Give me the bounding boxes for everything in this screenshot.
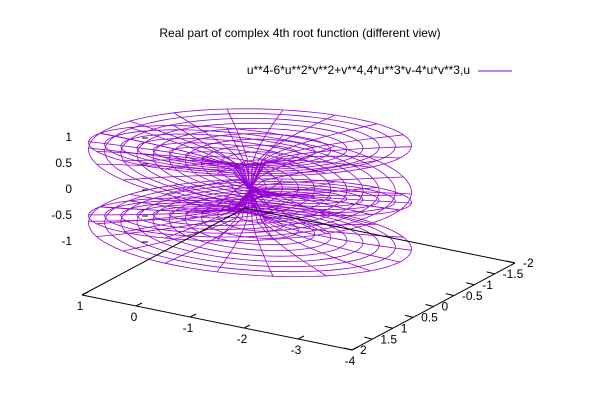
- x-tick: [466, 282, 475, 286]
- x-tick: [486, 271, 495, 275]
- x-tick: [364, 336, 373, 340]
- mesh-line: [88, 189, 251, 216]
- mesh-line: [249, 189, 327, 234]
- y-tick: [297, 335, 305, 340]
- x-tick-label: 0.5: [421, 311, 438, 325]
- mesh-line: [249, 162, 327, 191]
- x-tick: [445, 293, 454, 297]
- mesh-line: [88, 141, 251, 191]
- x-tick-label: -1: [482, 278, 493, 292]
- chart-title: Real part of complex 4th root function (…: [159, 26, 440, 40]
- legend-label: u**4-6*u**2*v**2+v**4,4*u**3*v-4*u*v**3,…: [247, 63, 470, 77]
- mesh-line: [226, 179, 251, 202]
- x-tick: [425, 304, 434, 307]
- y-tick-label: -2: [237, 332, 248, 346]
- mesh-line: [249, 189, 404, 238]
- y-tick-label: -4: [345, 354, 356, 368]
- x-tick: [343, 347, 353, 351]
- mesh-line: [249, 189, 371, 224]
- x-tick-label: 2: [360, 343, 367, 357]
- mesh-line: [249, 189, 378, 226]
- mesh-line: [173, 189, 251, 213]
- mesh-line: [249, 189, 412, 251]
- mesh-line: [249, 146, 412, 191]
- mesh-line: [99, 132, 251, 191]
- mesh-line: [99, 189, 251, 212]
- mesh-line: [249, 189, 274, 277]
- y-tick-label: -3: [291, 343, 302, 357]
- mesh-line: [226, 108, 251, 191]
- mesh-line: [249, 181, 336, 198]
- mesh-line: [164, 179, 251, 195]
- mesh-line: [96, 189, 251, 237]
- mesh-line: [88, 189, 251, 222]
- mesh-line: [249, 189, 371, 215]
- y-tick-label: 0: [131, 310, 138, 324]
- mesh-line: [249, 189, 371, 272]
- mesh-line: [122, 189, 251, 252]
- x-tick-label: 1: [401, 321, 408, 335]
- y-tick: [135, 302, 143, 307]
- x-tick-label: 1.5: [380, 332, 397, 346]
- mesh-line: [249, 189, 274, 240]
- y-tick: [243, 324, 251, 329]
- mesh-line: [122, 175, 251, 191]
- mesh-line: [249, 155, 401, 191]
- x-tick-label: 0: [442, 300, 449, 314]
- y-tick: [189, 313, 197, 318]
- mesh-line: [249, 185, 274, 213]
- z-tick-label: 1: [65, 130, 72, 144]
- mesh-line: [249, 187, 412, 195]
- mesh-line: [129, 120, 251, 191]
- y-tick: [351, 346, 359, 351]
- x-tick: [384, 325, 393, 329]
- mesh-line: [216, 189, 251, 242]
- x-tick-label: -1.5: [503, 267, 524, 281]
- mesh-line: [129, 189, 251, 207]
- mesh-line: [88, 147, 251, 191]
- mesh-line: [226, 189, 251, 214]
- mesh-line: [249, 160, 378, 191]
- x-tick: [506, 260, 516, 264]
- mesh-line: [129, 127, 251, 191]
- y-tick-label: 1: [77, 299, 84, 313]
- mesh-line: [249, 189, 401, 263]
- mesh-line: [249, 114, 336, 191]
- mesh-line: [173, 112, 251, 191]
- mesh-line: [173, 125, 251, 191]
- mesh-line: [249, 189, 412, 204]
- mesh-line: [173, 184, 251, 204]
- mesh-line: [249, 176, 404, 191]
- mesh-line: [226, 127, 251, 191]
- y-tick: [81, 291, 89, 296]
- mesh-line: [249, 187, 378, 197]
- x-tick-label: -0.5: [462, 289, 483, 303]
- z-tick-label: 0.5: [55, 156, 72, 170]
- mesh-line: [164, 189, 251, 264]
- mesh-line: [249, 123, 378, 191]
- y-tick-label: -1: [183, 321, 194, 335]
- surface-mesh: [88, 108, 412, 278]
- mesh-line: [96, 163, 251, 191]
- mesh-line: [129, 189, 251, 212]
- z-tick-label: 0: [65, 182, 72, 196]
- mesh-line: [249, 187, 327, 216]
- x-tick: [405, 314, 414, 318]
- z-tick-label: -0.5: [51, 208, 72, 222]
- mesh-line: [249, 109, 284, 191]
- mesh-line: [216, 189, 251, 273]
- mesh-line: [249, 189, 327, 277]
- x-tick-label: -2: [523, 256, 534, 270]
- z-tick-label: -1: [61, 234, 72, 248]
- mesh-line: [249, 134, 404, 191]
